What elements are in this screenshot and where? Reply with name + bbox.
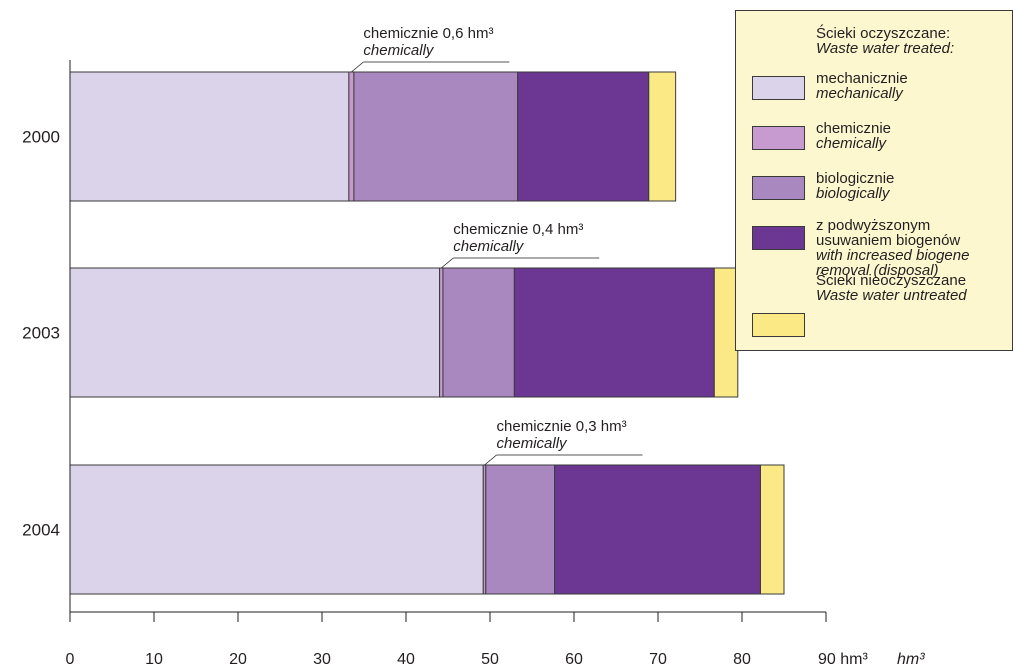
bar-2003-nutr: [513, 267, 715, 398]
legend-untreated-header: Ścieki nieoczyszczane Waste water untrea…: [816, 273, 967, 303]
bar-2003-bio: [442, 267, 515, 398]
legend-swatch-untreated: [752, 313, 805, 337]
x-tick-label-70: 70: [649, 651, 667, 668]
x-tick-label-90: 90 hm³: [818, 651, 868, 668]
y-axis-labels: 2000 2003 2004: [22, 128, 60, 540]
bar-2000-mech: [69, 71, 350, 202]
legend-label-chem: chemicznie chemically: [816, 121, 1013, 151]
legend-treated-pl: Ścieki oczyszczane:: [816, 25, 951, 42]
bar-2004-bio: [485, 464, 556, 595]
legend-label-bio: biologicznie biologically: [816, 171, 1013, 201]
callout-pl-2004: chemicznie 0,3 hm³: [497, 418, 627, 435]
legend-label-pl: mechanicznie: [816, 70, 908, 87]
legend-treated-en: Waste water treated:: [816, 40, 955, 57]
x-tick-label-80: 80: [733, 651, 751, 668]
legend-label-pl: z podwyższonym: [816, 217, 931, 234]
callout-en-2003: chemically: [453, 238, 525, 255]
callout-en-2004: chemically: [497, 435, 569, 452]
legend: Ścieki oczyszczane: Waste water treated:…: [735, 10, 1013, 351]
x-tick-label-0: 0: [66, 651, 75, 668]
legend-label-en: with increased biogene: [816, 247, 970, 264]
callout-pl-2000: chemicznie 0,6 hm³: [363, 25, 493, 42]
x-tick-label-30: 30: [313, 651, 331, 668]
bar-2004-untr: [759, 464, 785, 595]
callout-en-2000: chemically: [363, 42, 435, 59]
bar-2003-mech: [69, 267, 441, 398]
x-axis: 0 10 20 30 40 50 60 70 80 90 hm³ hm³: [66, 60, 925, 668]
bar-2000-bio: [353, 71, 519, 202]
legend-label-pl: usuwaniem biogenów: [816, 232, 961, 249]
bars-group: [69, 71, 785, 595]
legend-label-mech: mechanicznie mechanically: [816, 71, 1013, 101]
x-unit-label: hm³: [897, 651, 925, 668]
y-label-2004: 2004: [22, 521, 60, 540]
x-tick-label-10: 10: [145, 651, 163, 668]
callout-leader-2004: [484, 454, 497, 466]
x-tick-label-60: 60: [565, 651, 583, 668]
legend-treated-header: Ścieki oczyszczane: Waste water treated:: [816, 26, 954, 56]
y-label-2000: 2000: [22, 128, 60, 147]
callout-pl-2003: chemicznie 0,4 hm³: [453, 221, 583, 238]
bar-2003-chem: [439, 267, 444, 398]
callout-leader-2003: [441, 257, 454, 269]
legend-label-pl: chemicznie: [816, 120, 892, 137]
bar-2004-mech: [69, 464, 484, 595]
legend-label-en: biologically: [816, 185, 890, 202]
x-tick-label-20: 20: [229, 651, 247, 668]
x-tick-label-40: 40: [397, 651, 415, 668]
legend-swatch-mech: [752, 76, 805, 100]
bar-2004-nutr: [554, 464, 761, 595]
bar-2000-chem: [348, 71, 355, 202]
legend-swatch-bio: [752, 176, 805, 200]
legend-untreated-en: Waste water untreated: [816, 287, 967, 304]
bar-2000-untr: [648, 71, 677, 202]
callout-leader-2000: [351, 61, 364, 73]
x-tick-label-50: 50: [481, 651, 499, 668]
legend-label-nutr: z podwyższonym usuwaniem biogenów with inc…: [816, 218, 1013, 278]
legend-label-en: chemically: [816, 135, 887, 152]
legend-swatch-nutr: [752, 226, 805, 250]
legend-swatch-chem: [752, 126, 805, 150]
legend-label-pl: biologicznie: [816, 170, 895, 187]
bar-2000-nutr: [517, 71, 650, 202]
legend-label-en: mechanically: [816, 85, 903, 102]
legend-untreated-pl: Ścieki nieoczyszczane: [816, 272, 967, 289]
legend-label-en: removal (disposal): [816, 262, 939, 279]
y-label-2003: 2003: [22, 324, 60, 343]
